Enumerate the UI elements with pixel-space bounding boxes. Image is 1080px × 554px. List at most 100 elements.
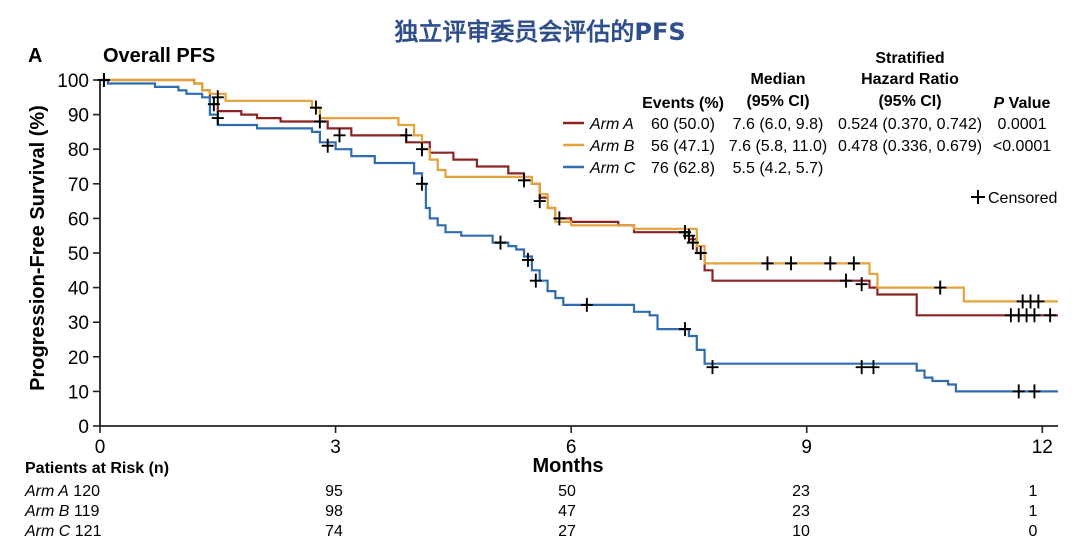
cell-events: 60 (50.0) — [651, 116, 715, 133]
censor-mark — [934, 280, 947, 295]
risk-count: 98 — [325, 503, 343, 520]
censor-mark — [415, 176, 428, 191]
censor-mark — [211, 90, 224, 105]
legend-arm-label: Arm B — [589, 138, 635, 155]
stats-table: Events (%) Median (95% CI) Stratified Ha… — [563, 50, 1057, 207]
cell-median: 7.6 (5.8, 11.0) — [729, 138, 827, 155]
censor-mark — [494, 235, 507, 250]
y-tick-label: 0 — [78, 417, 89, 438]
y-tick-label: 90 — [68, 106, 89, 127]
x-tick-label: 3 — [330, 437, 341, 458]
censor-mark — [785, 256, 798, 271]
risk-count: 74 — [325, 523, 343, 540]
risk-row-label: Arm C 121 — [24, 523, 102, 540]
table-rows: Arm A 60 (50.0) 7.6 (6.0, 9.8) 0.524 (0.370… — [563, 116, 1051, 177]
cell-median: 5.5 (4.2, 5.7) — [733, 160, 824, 177]
risk-count: 119 — [69, 503, 99, 520]
risk-count: 23 — [792, 503, 810, 520]
risk-count: 1 — [1029, 483, 1038, 500]
cell-hr: 0.524 (0.370, 0.742) — [838, 116, 982, 133]
cell-events: 76 (62.8) — [651, 160, 715, 177]
y-tick-label: 80 — [68, 140, 89, 161]
x-axis-label: Months — [532, 455, 603, 477]
legend-arm-label: Arm A — [589, 116, 634, 133]
series-line-arm-b — [100, 78, 1058, 303]
censor-mark — [855, 360, 868, 375]
risk-count: 95 — [325, 483, 343, 500]
header-hr-l3: (95% CI) — [878, 93, 941, 110]
censor-mark — [521, 252, 534, 267]
cell-p: 0.0001 — [998, 116, 1047, 133]
censor-mark — [211, 111, 224, 126]
censor-mark — [97, 73, 110, 87]
censor-mark — [1012, 384, 1025, 399]
censor-mark — [686, 235, 699, 250]
risk-row-label: Arm B 119 — [24, 503, 100, 520]
risk-count: 47 — [558, 503, 576, 520]
panel-letter: A — [28, 45, 42, 67]
y-tick-label: 20 — [68, 348, 89, 369]
risk-count: 10 — [792, 523, 810, 540]
cell-events: 56 (47.1) — [651, 138, 715, 155]
censor-mark — [553, 211, 566, 226]
y-tick-label: 70 — [68, 175, 89, 196]
y-tick-label: 30 — [68, 313, 89, 334]
censor-mark — [309, 100, 322, 115]
censored-label: Censored — [988, 190, 1057, 207]
censor-mark — [313, 114, 326, 129]
risk-count: 27 — [558, 523, 576, 540]
censor-mark — [580, 297, 593, 312]
risk-table: Patients at Risk (n) Arm A 120 95 50 23 1Arm… — [24, 460, 1038, 540]
y-axis-label: Progression-Free Survival (%) — [27, 105, 49, 391]
censor-mark — [855, 277, 868, 292]
censor-mark — [529, 273, 542, 288]
risk-count: 50 — [558, 483, 576, 500]
censor-mark — [1028, 308, 1041, 323]
censor-mark — [679, 322, 692, 337]
legend-arm-label: Arm C — [589, 160, 636, 177]
risk-count: 23 — [792, 483, 810, 500]
figure-title: 独立评审委员会评估的PFS — [394, 18, 685, 46]
risk-arm-name: Arm C — [24, 523, 71, 540]
censor-mark — [706, 360, 719, 375]
x-tick-label: 12 — [1032, 437, 1053, 458]
header-hr-l1: Stratified — [875, 50, 944, 67]
censor-mark — [518, 173, 531, 188]
x-tick-label: 9 — [801, 437, 812, 458]
censor-mark — [533, 194, 546, 209]
censor-mark — [1028, 384, 1041, 399]
censor-mark — [333, 128, 346, 143]
risk-count: 1 — [1029, 503, 1038, 520]
censor-mark — [415, 142, 428, 157]
risk-title: Patients at Risk (n) — [25, 460, 169, 477]
risk-count: 0 — [1029, 523, 1038, 540]
cell-hr: 0.478 (0.336, 0.679) — [838, 138, 982, 155]
header-events: Events (%) — [642, 95, 724, 112]
x-tick-label: 6 — [566, 437, 577, 458]
header-median-l1: Median — [750, 71, 805, 88]
censor-mark — [1044, 308, 1057, 323]
censor-mark — [400, 128, 413, 143]
censor-mark — [1032, 294, 1045, 309]
censor-mark — [694, 246, 707, 260]
y-tick-label: 10 — [68, 382, 89, 403]
censor-mark — [839, 273, 852, 288]
y-tick-label: 60 — [68, 209, 89, 230]
y-tick-label: 100 — [57, 71, 89, 92]
risk-rows: Arm A 120 95 50 23 1 Arm B 119 98 47 23 1 Arm C 12… — [24, 483, 1038, 540]
y-tick-label: 50 — [68, 244, 89, 265]
censor-mark — [761, 256, 774, 271]
header-p-rest: Value — [1004, 95, 1050, 112]
censor-mark — [847, 256, 860, 271]
x-tick-label: 0 — [95, 437, 106, 458]
cell-median: 7.6 (6.0, 9.8) — [733, 116, 824, 133]
header-median-l2: (95% CI) — [746, 93, 809, 110]
header-p-italic: P — [994, 95, 1005, 112]
censor-group — [97, 73, 1057, 399]
risk-arm-name: Arm A — [24, 483, 69, 500]
risk-count: 120 — [69, 483, 100, 500]
risk-arm-name: Arm B — [24, 503, 70, 520]
censored-legend: Censored — [971, 190, 1057, 207]
